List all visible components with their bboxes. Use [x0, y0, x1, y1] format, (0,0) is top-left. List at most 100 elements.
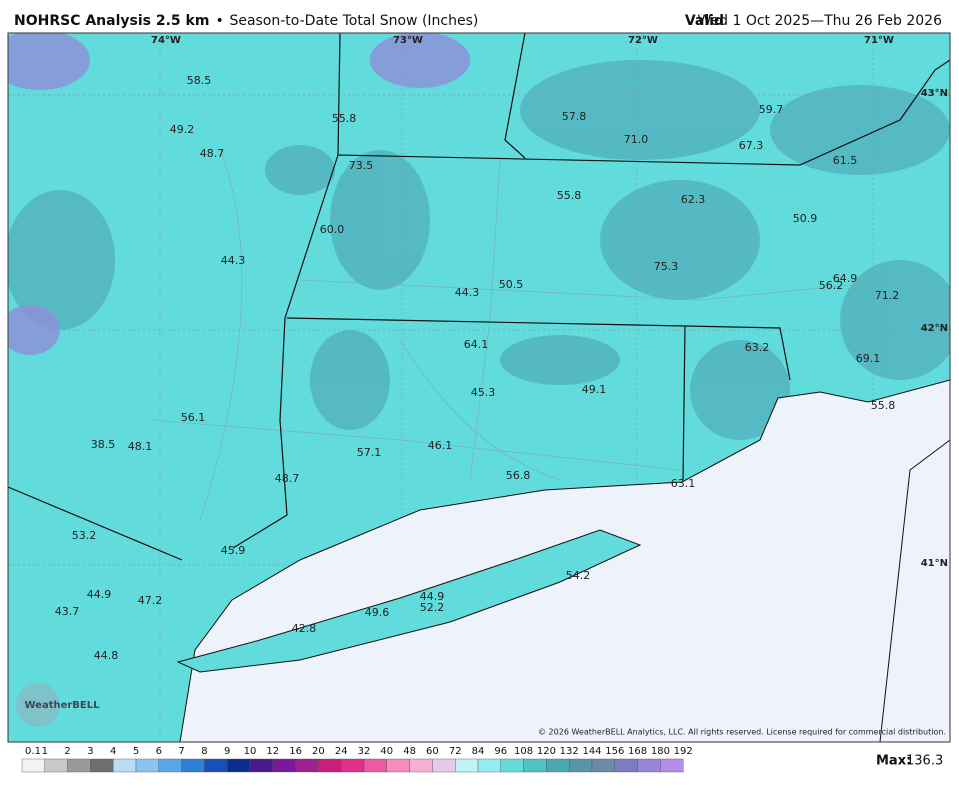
- snow-total: 55.8: [557, 189, 582, 202]
- snow-total: 49.2: [170, 123, 195, 136]
- separator: •: [215, 13, 223, 29]
- snow-total: 57.1: [357, 446, 382, 459]
- legend-label: 32: [358, 746, 371, 757]
- snow-total: 55.8: [332, 112, 357, 125]
- legend-swatch: [432, 758, 456, 773]
- snow-total: 64.9: [833, 272, 858, 285]
- snow-total: 56.2: [819, 279, 844, 292]
- legend-label: 144: [582, 746, 601, 757]
- snow-total: 63.2: [745, 341, 770, 354]
- legend-label: 120: [537, 746, 556, 757]
- snow-total: 67.3: [739, 139, 764, 152]
- latitude-label: 41°N: [921, 558, 948, 569]
- snow-total: 55.8: [871, 399, 896, 412]
- snow-total: 50.9: [793, 212, 818, 225]
- snow-total: 64.1: [464, 338, 489, 351]
- snow-total: 58.5: [187, 74, 212, 87]
- snow-total: 56.1: [181, 411, 206, 424]
- legend-swatch: [249, 758, 273, 773]
- legend-swatch: [614, 758, 638, 773]
- longitude-label: 72°W: [628, 35, 658, 46]
- legend-label: 1: [42, 746, 48, 757]
- legend-swatch: [158, 758, 182, 773]
- valid-range: Wed 1 Oct 2025—Thu 26 Feb 2026: [698, 13, 943, 29]
- snow-total: 44.9: [420, 590, 445, 603]
- snow-total: 71.2: [875, 289, 900, 302]
- map-frame: [7, 32, 951, 743]
- snow-total: 49.1: [582, 383, 607, 396]
- legend-swatch: [591, 758, 615, 773]
- subtitle: Season-to-Date Total Snow (Inches): [229, 13, 478, 29]
- legend-label: 156: [605, 746, 624, 757]
- copyright: © 2026 WeatherBELL Analytics, LLC. All r…: [538, 728, 946, 737]
- snow-total: 44.9: [87, 588, 112, 601]
- legend-label: 16: [289, 746, 302, 757]
- legend-swatch: [363, 758, 387, 773]
- legend-label: 8: [201, 746, 207, 757]
- snow-total: 45.3: [471, 386, 496, 399]
- legend-label: 48: [403, 746, 416, 757]
- legend-label: 180: [651, 746, 670, 757]
- legend-swatch: [226, 758, 251, 773]
- legend-label: 20: [312, 746, 325, 757]
- header: NOHRSC Analysis 2.5 km • Season-to-Date …: [14, 13, 942, 29]
- legend-swatch: [341, 758, 365, 773]
- state-borders: [8, 33, 950, 561]
- longitude-label: 73°W: [393, 35, 423, 46]
- snow-total: 61.5: [833, 154, 858, 167]
- snow-total: 48.7: [275, 472, 300, 485]
- legend-label: 7: [178, 746, 184, 757]
- snow-total: 63.1: [671, 477, 696, 490]
- snow-total: 44.3: [455, 286, 480, 299]
- legend-label: 84: [472, 746, 485, 757]
- legend-label: 3: [87, 746, 93, 757]
- legend-label: 5: [133, 746, 139, 757]
- legend-label: 6: [156, 746, 162, 757]
- map: [8, 33, 950, 742]
- valid-label: Valid: [685, 13, 724, 29]
- legend-swatch: [90, 758, 114, 773]
- snow-total: 53.2: [72, 529, 97, 542]
- legend-swatch: [67, 758, 91, 773]
- legend-swatch: [409, 758, 433, 773]
- legend-label: 40: [380, 746, 393, 757]
- snow-total: 59.7: [759, 103, 784, 116]
- coastline: [879, 439, 950, 742]
- legend-label: 12: [266, 746, 279, 757]
- legend-swatch: [523, 758, 547, 773]
- logo: WeatherBELL: [16, 683, 100, 727]
- legend-swatch: [660, 758, 684, 773]
- snow-total: 49.6: [365, 606, 390, 619]
- legend-label: 168: [628, 746, 647, 757]
- legend-label: 192: [674, 746, 693, 757]
- snow-total: 44.8: [94, 649, 119, 662]
- legend-label: 4: [110, 746, 116, 757]
- legend-label: 9: [224, 746, 230, 757]
- legend-swatch: [546, 758, 570, 773]
- max-value: 136.3: [906, 754, 943, 769]
- legend-label: 60: [426, 746, 439, 757]
- legend-label: 24: [335, 746, 348, 757]
- legend-label: 132: [560, 746, 579, 757]
- snow-total: 46.1: [428, 439, 453, 452]
- long-island: [176, 529, 642, 673]
- snow-total: 56.8: [506, 469, 531, 482]
- longitude-label: 71°W: [864, 35, 894, 46]
- legend-swatch: [112, 758, 137, 773]
- snow-total: 50.5: [499, 278, 524, 291]
- legend-label: 2: [64, 746, 70, 757]
- grid-lines: [8, 33, 950, 742]
- legend-swatch: [21, 758, 45, 773]
- logo-text: WeatherBELL: [24, 700, 100, 711]
- legend-swatch: [477, 758, 501, 773]
- snow-total: 44.3: [221, 254, 246, 267]
- snow-shading: [8, 60, 950, 440]
- snow-total: 54.2: [566, 569, 591, 582]
- legend-label: 0.1: [25, 746, 41, 757]
- legend-swatch: [272, 758, 296, 773]
- legend-swatch: [181, 758, 205, 773]
- legend-swatch: [135, 758, 159, 773]
- longitude-label: 74°W: [151, 35, 181, 46]
- snow-total: 62.3: [681, 193, 706, 206]
